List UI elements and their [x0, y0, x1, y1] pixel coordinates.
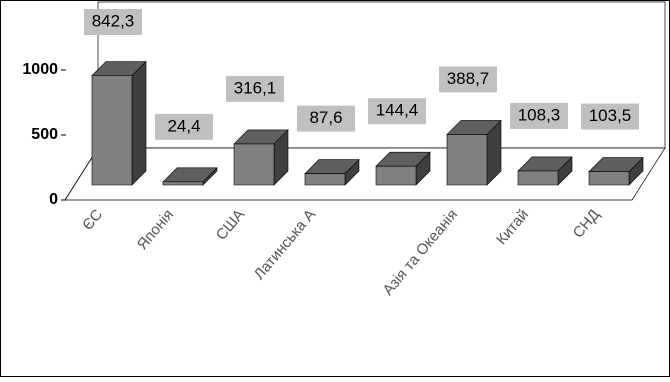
- bar: [588, 156, 644, 186]
- bar: [375, 151, 431, 186]
- bar-face: [517, 170, 559, 186]
- bar-face: [131, 60, 147, 186]
- bar: [446, 119, 502, 186]
- bar: [162, 167, 218, 186]
- bar-face: [446, 134, 488, 186]
- data-label: 108,3: [518, 105, 561, 124]
- y-tick-label: 0: [49, 191, 58, 208]
- y-tick-label: 500: [31, 126, 58, 143]
- data-label: 87,6: [309, 108, 342, 127]
- data-label-box: [510, 102, 568, 129]
- data-label: 842,3: [92, 11, 135, 30]
- data-label: 24,4: [167, 116, 200, 135]
- bar: [304, 158, 360, 186]
- data-label-box: [368, 98, 426, 125]
- bar: [233, 129, 289, 186]
- data-label-box: [581, 103, 639, 130]
- data-label-box: [439, 66, 497, 93]
- data-label: 316,1: [234, 78, 277, 97]
- bar: [517, 156, 573, 186]
- data-label-box: [155, 113, 213, 140]
- bar-face: [375, 165, 417, 186]
- data-label-box: [226, 75, 284, 102]
- data-label: 103,5: [589, 106, 632, 125]
- floor: [64, 147, 666, 201]
- bar-face: [162, 181, 204, 186]
- bar-face: [588, 171, 630, 186]
- bar-face: [233, 143, 275, 186]
- data-label-box: [84, 9, 142, 35]
- data-label-box: [297, 105, 355, 132]
- data-label: 388,7: [447, 69, 490, 88]
- bar: [91, 60, 147, 186]
- bar-face: [304, 173, 346, 186]
- data-label: 144,4: [376, 101, 419, 120]
- y-tick-label: 1000: [22, 61, 58, 78]
- bar-face: [91, 75, 133, 186]
